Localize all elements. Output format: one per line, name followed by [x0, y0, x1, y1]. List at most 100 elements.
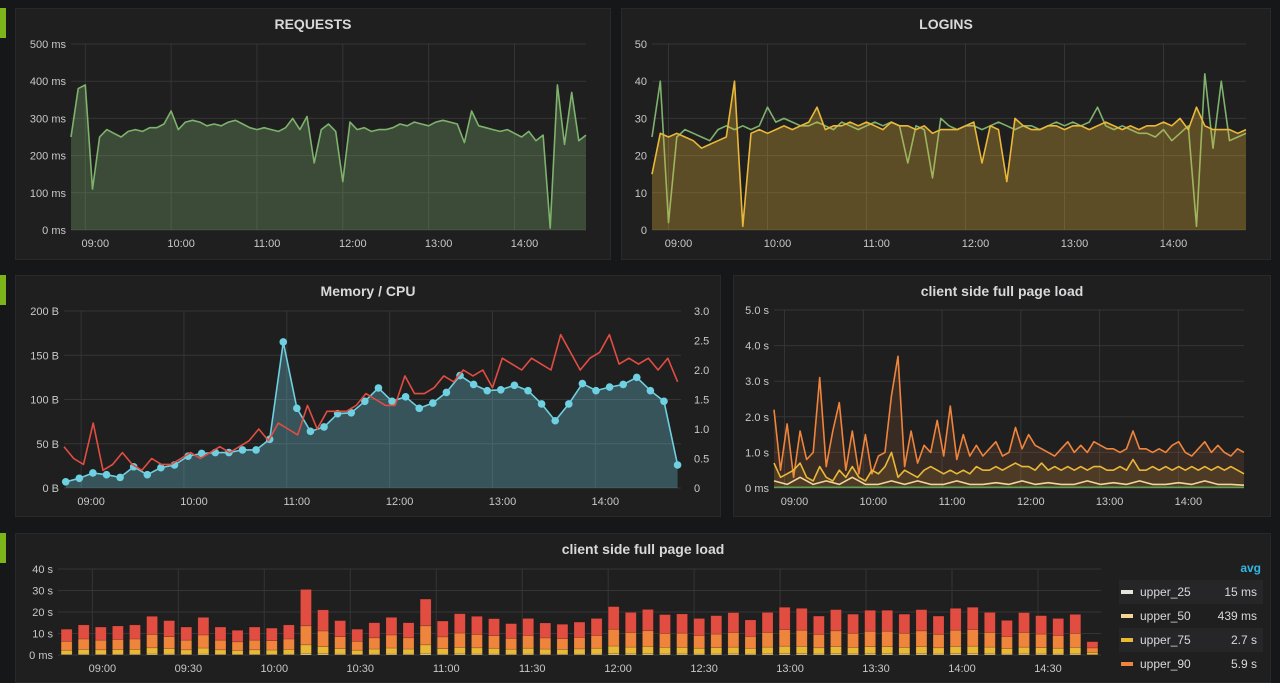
- data-point: [320, 423, 328, 431]
- data-point: [307, 428, 315, 436]
- bar-segment: [335, 649, 346, 654]
- bar-segment: [779, 630, 790, 647]
- legend-series-name[interactable]: upper_25: [1140, 580, 1224, 604]
- bar-segment: [967, 607, 978, 629]
- data-point: [592, 387, 600, 395]
- x-tick-label: 12:00: [604, 663, 632, 675]
- data-point: [89, 469, 97, 477]
- bar-segment: [796, 646, 807, 653]
- bar-segment: [642, 631, 653, 647]
- bar-segment: [249, 640, 260, 650]
- bar-segment: [266, 641, 277, 650]
- x-tick-label: 09:30: [175, 663, 203, 675]
- bar-segment: [677, 633, 688, 647]
- bar-segment: [95, 650, 106, 654]
- bar-segment: [352, 641, 363, 650]
- bar-segment: [728, 647, 739, 654]
- y-tick-label: 30 s: [32, 586, 53, 598]
- bar-segment: [779, 646, 790, 654]
- bar-segment: [420, 599, 431, 626]
- bar-segment: [848, 647, 859, 653]
- bar-segment: [78, 625, 89, 639]
- bar-segment: [984, 632, 995, 647]
- data-point: [415, 405, 423, 413]
- bar-segment: [61, 629, 72, 641]
- bar-segment: [608, 629, 619, 646]
- bar-segment: [147, 616, 158, 634]
- bar-segment: [283, 625, 294, 639]
- bar-segment: [557, 639, 568, 650]
- bar-segment: [300, 626, 311, 645]
- data-point: [402, 393, 410, 401]
- data-point: [76, 474, 84, 482]
- bar-segment: [335, 637, 346, 649]
- bar-segment: [659, 633, 670, 647]
- legend-series-name[interactable]: upper_50: [1140, 604, 1218, 628]
- bar-segment: [933, 634, 944, 648]
- bar-segment: [762, 612, 773, 632]
- data-point: [565, 400, 573, 408]
- bar-segment: [762, 647, 773, 654]
- bar-segment: [1053, 648, 1064, 654]
- bar-segment: [181, 640, 192, 650]
- x-tick-label: 10:30: [347, 663, 375, 675]
- bar-segment: [471, 634, 482, 647]
- bar-segment: [95, 640, 106, 650]
- bar-segment: [950, 646, 961, 653]
- bar-segment: [984, 647, 995, 654]
- bar-segment: [471, 616, 482, 634]
- bar-segment: [848, 633, 859, 647]
- bar-segment: [1070, 647, 1081, 653]
- bar-segment: [147, 648, 158, 654]
- x-tick-label: 11:30: [519, 663, 546, 675]
- y-tick-label: 2.0 s: [745, 412, 769, 424]
- x-tick-label: 13:00: [425, 238, 453, 250]
- bar-segment: [369, 649, 380, 654]
- x-tick-label: 10:00: [180, 496, 208, 508]
- bar-segment: [489, 636, 500, 649]
- data-point: [647, 387, 655, 395]
- legend-series-name[interactable]: upper_90: [1140, 652, 1231, 676]
- bar-segment: [232, 630, 243, 642]
- legend-avg-value: 15 ms: [1224, 580, 1257, 604]
- data-point: [143, 471, 151, 479]
- bar-segment: [352, 650, 363, 654]
- data-point: [579, 380, 587, 388]
- bar-segment: [403, 623, 414, 638]
- bar-segment: [813, 648, 824, 654]
- y-tick-label: 10: [635, 188, 647, 200]
- bar-segment: [540, 623, 551, 638]
- bar-segment: [1070, 614, 1081, 633]
- y-tick-label: 100 B: [30, 395, 59, 407]
- bar-segment: [848, 614, 859, 633]
- bar-segment: [796, 630, 807, 646]
- bar-segment: [112, 650, 123, 655]
- bar-segment: [916, 610, 927, 631]
- data-point: [279, 338, 287, 346]
- bar-segment: [728, 632, 739, 647]
- bar-segment: [625, 632, 636, 647]
- legend-series-name[interactable]: upper_75: [1140, 628, 1231, 652]
- bar-segment: [574, 622, 585, 637]
- y2-tick-label: 2.5: [694, 336, 709, 348]
- bar-segment: [454, 633, 465, 647]
- bar-segment: [420, 645, 431, 654]
- bar-segment: [899, 633, 910, 647]
- bar-segment: [523, 636, 534, 649]
- bar-segment: [745, 648, 756, 654]
- row-marker: [0, 275, 6, 305]
- bar-segment: [574, 637, 585, 648]
- bar-segment: [95, 627, 106, 640]
- row-marker: [0, 8, 6, 38]
- legend-header-avg[interactable]: avg: [1119, 556, 1263, 580]
- bar-segment: [813, 634, 824, 648]
